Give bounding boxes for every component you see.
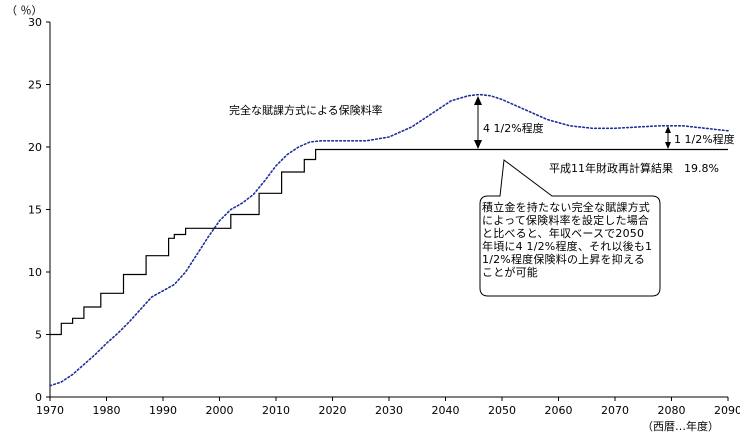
x-tick-label: 2060 — [545, 404, 573, 417]
series-line-paygo — [49, 93, 729, 387]
y-axis-label: （ ％） — [6, 4, 43, 17]
x-tick-label: 1970 — [36, 404, 64, 417]
x-tick-label: 2030 — [375, 404, 403, 417]
diff-arrow-2080 — [665, 126, 671, 149]
series-label-recalc: 平成11年財政再計算結果 19.8% — [549, 161, 719, 175]
callout-text: 積立金を持たない完全な賦課方式によって保険料率を設定した場合と比べると、年収ベー… — [482, 201, 653, 279]
series-layer — [49, 93, 729, 387]
series-line-recalc — [50, 148, 728, 336]
y-tick-label: 25 — [28, 79, 42, 92]
y-tick-label: 0 — [35, 391, 42, 404]
annotation-layer — [474, 96, 671, 297]
annotation-diff-2080: 1 1/2%程度 — [674, 132, 735, 146]
x-tick-label: 2070 — [601, 404, 629, 417]
callout-bubble — [479, 159, 661, 297]
y-tick-label: 30 — [28, 16, 42, 29]
y-tick-label: 10 — [28, 266, 42, 279]
x-tick-label: 2040 — [432, 404, 460, 417]
x-tick-label: 2050 — [488, 404, 516, 417]
y-tick-label: 20 — [28, 141, 42, 154]
x-tick-label: 2000 — [206, 404, 234, 417]
x-tick-label: 1990 — [149, 404, 177, 417]
x-tick-label: 2080 — [658, 404, 686, 417]
annotation-diff-2050: 4 1/2%程度 — [483, 121, 544, 135]
x-tick-label: 2010 — [262, 404, 290, 417]
series-label-paygo: 完全な賦課方式による保険料率 — [229, 103, 383, 117]
x-tick-label: 1980 — [93, 404, 121, 417]
y-tick-label: 15 — [28, 204, 42, 217]
x-axis-label: （西暦…年度） — [642, 419, 719, 433]
x-tick-label: 2020 — [319, 404, 347, 417]
diff-arrow-2050 — [474, 96, 482, 149]
x-tick-label: 2090 — [714, 404, 740, 417]
y-ticks: 0 5 10 15 20 25 30 — [28, 16, 50, 404]
y-tick-label: 5 — [35, 329, 42, 342]
x-ticks: 1970 1980 1990 2000 2010 2020 2030 2040 2050 2060… — [36, 397, 740, 417]
